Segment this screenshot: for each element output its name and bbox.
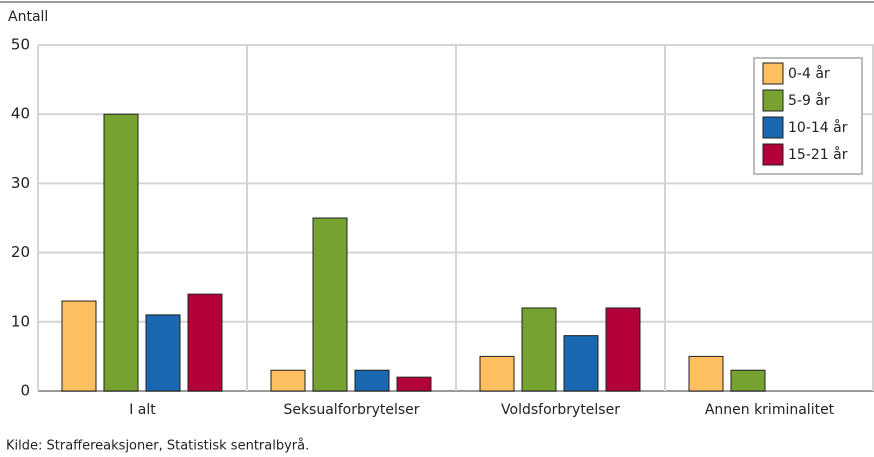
- bar: [563, 335, 599, 392]
- bar: [61, 300, 97, 392]
- legend-label: 0-4 år: [788, 65, 830, 82]
- y-axis-label: Antall: [8, 9, 48, 25]
- legend-swatch: [762, 89, 784, 112]
- bar: [354, 369, 390, 392]
- legend-swatch: [762, 116, 784, 139]
- legend-label: 10-14 år: [788, 119, 848, 136]
- bar: [270, 369, 306, 392]
- legend-swatch: [762, 143, 784, 166]
- bar: [187, 293, 223, 392]
- bar: [396, 376, 432, 392]
- legend-label: 15-21 år: [788, 146, 848, 163]
- y-tick-label: 0: [20, 382, 30, 400]
- x-tick-label: Annen kriminalitet: [705, 402, 835, 418]
- legend-label: 5-9 år: [788, 92, 830, 109]
- source-note: Kilde: Straffereaksjoner, Statistisk sen…: [6, 439, 309, 454]
- bar: [605, 307, 641, 392]
- bar: [521, 307, 557, 392]
- legend-swatch: [762, 62, 784, 85]
- bar: [479, 355, 515, 392]
- x-tick-label: Voldsforbrytelser: [501, 402, 620, 418]
- x-tick-label: Seksualforbrytelser: [283, 402, 419, 418]
- bar: [730, 369, 766, 392]
- bar: [312, 217, 348, 392]
- y-tick-label: 10: [11, 312, 30, 330]
- y-tick-label: 20: [11, 243, 30, 261]
- bar: [145, 314, 181, 392]
- x-tick-label: I alt: [129, 402, 156, 418]
- bar: [688, 355, 724, 392]
- bar: [103, 113, 139, 392]
- y-tick-label: 30: [11, 174, 30, 192]
- y-tick-label: 40: [11, 105, 30, 123]
- y-tick-label: 50: [11, 36, 30, 54]
